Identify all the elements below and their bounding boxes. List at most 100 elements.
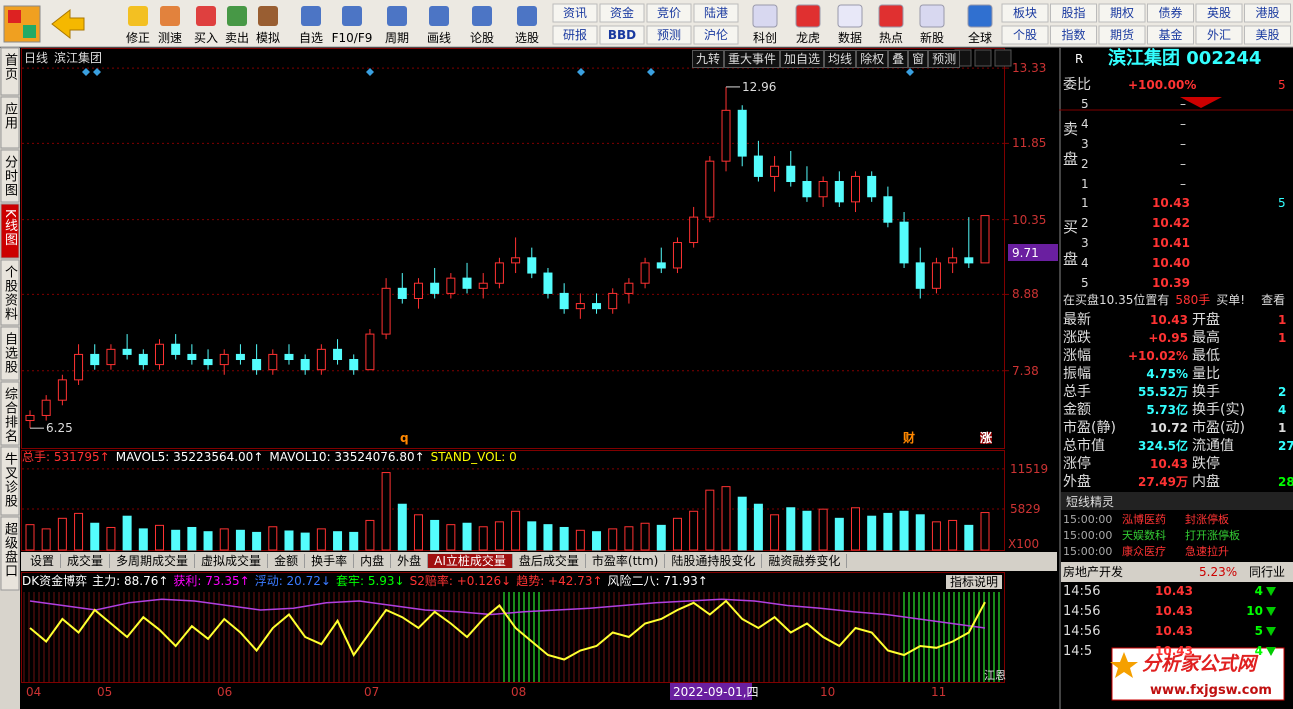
indicator-tab[interactable]: 金额 [268,554,306,568]
stat-label: 市盈(静) [1063,420,1116,436]
indicator-tab[interactable]: 成交量 [61,554,111,568]
toolbar-button[interactable]: 买入 [193,31,219,45]
toolbar-button[interactable]: 龙虎 [795,31,821,45]
notice-part: 580手 [1175,293,1211,307]
candle-body [365,333,375,371]
grid-button[interactable]: 陆港 [703,6,729,20]
grid-button[interactable]: 个股 [1012,28,1038,42]
grid-button[interactable]: 板块 [1012,6,1038,20]
sprite-stock[interactable]: 康众医疗 [1122,545,1166,558]
side-tab[interactable]: 超级盘口 [2,522,17,578]
toolbar-button[interactable]: 画线 [426,31,452,45]
toolbar-button[interactable]: 科创 [752,31,778,45]
indicator-tab[interactable]: 多周期成交量 [110,554,196,568]
volume-bar [90,522,100,551]
watermark-url: www.fxjgsw.com [1150,683,1272,698]
event-marker: 涨 [980,431,993,445]
chart-tool[interactable]: 重大事件 [724,50,781,68]
grid-button[interactable]: 指数 [1061,28,1086,42]
toolbar-button[interactable]: 卖出 [224,31,250,45]
grid-button[interactable]: 资讯 [562,6,588,20]
side-tab[interactable]: 分时图 [2,155,17,197]
grid-button[interactable]: 期货 [1109,28,1135,42]
sprite-stock[interactable]: 泓博医药 [1122,513,1166,526]
toolbar-button[interactable]: 全球 [967,31,993,45]
chart-tool[interactable]: 九转 [692,50,725,68]
volume-bar [41,528,51,551]
watermark-name: 分析家公式网 [1142,653,1257,675]
toolbar-button[interactable]: 数据 [837,31,863,45]
grid-button[interactable]: 债券 [1158,6,1183,20]
toolbar-button[interactable]: 周期 [384,31,410,45]
grid-button[interactable]: 英股 [1206,6,1232,20]
toolbar-button[interactable]: 修正 [125,31,151,45]
toolbar-button[interactable]: F10/F9 [331,31,373,45]
side-tab[interactable]: 牛叉诊股 [2,452,17,508]
toolbar-button[interactable]: 自选 [298,31,324,45]
toolbar-icon [258,6,278,26]
grid-button[interactable]: BBD [607,28,637,42]
indicator-tab[interactable]: 虚拟成交量 [195,554,269,568]
grid-button[interactable]: 港股 [1255,6,1280,20]
grid-button-bg [1098,25,1146,45]
indicator-tab[interactable]: 内盘 [354,554,392,568]
indicator-tab[interactable]: 设置 [24,554,62,568]
grid-button[interactable]: 研报 [562,28,588,42]
indicator-tab[interactable]: 融资融券变化 [762,554,848,568]
stat-value: 10.43 [1150,313,1188,327]
candle-body [867,175,877,198]
industry-link[interactable]: 同行业 [1249,565,1286,579]
toolbar-button[interactable]: 热点 [878,31,904,45]
chart-tool[interactable]: 窗 [908,50,929,68]
side-tab[interactable]: K线图 [2,209,17,247]
grid-button[interactable]: 资金 [609,6,635,20]
chart-tool[interactable]: 叠 [888,50,909,68]
grid-button[interactable]: 美股 [1255,28,1280,42]
sprite-stock[interactable]: 天娱数科 [1122,529,1166,542]
candle-body [25,414,35,422]
grid-button[interactable]: 期权 [1109,6,1135,20]
indicator-tab[interactable]: 陆股通持股变化 [665,554,763,568]
volume-legend-item: STAND_VOL: 0 [430,450,517,464]
toolbar-button[interactable]: 测速 [157,31,183,45]
grid-button[interactable]: 基金 [1158,28,1183,42]
side-tab[interactable]: 应用 [2,102,17,130]
chart-tool[interactable]: 除权 [856,50,889,68]
grid-button[interactable]: 股指 [1061,6,1086,20]
candle-body [656,262,666,269]
chart-tool[interactable]: 预测 [928,50,961,68]
indicator-tab[interactable]: 外盘 [391,554,429,568]
period-label: 日线 [24,51,49,65]
chart-tool[interactable]: 加自选 [780,50,825,68]
toolbar-button[interactable]: 选股 [514,31,540,45]
x-tick-label: 04 [26,685,42,699]
event-icon [366,68,374,76]
toolbar-button[interactable]: 论股 [469,31,495,45]
tick-volume: 10 [1246,604,1263,618]
toolbar-button[interactable]: 模拟 [255,31,281,45]
side-tab[interactable]: 综合排名 [2,387,17,443]
indicator-tab[interactable]: AI立桩成交量 [428,554,513,568]
chart-tool[interactable]: 均线 [824,50,857,68]
indicator-help[interactable]: 指标说明 [946,575,1003,589]
grid-button-bg [1147,3,1194,23]
side-tab[interactable]: 个股资料 [2,265,17,321]
toolbar-button[interactable]: 新股 [919,31,945,45]
sprite-time: 15:00:00 [1063,529,1113,542]
grid-button[interactable]: 沪伦 [703,28,729,42]
side-tab[interactable]: 首页 [2,53,17,81]
indicator-tab[interactable]: 市盈率(ttm) [586,554,666,568]
grid-button[interactable]: 预测 [656,28,682,42]
sell-price: – [1180,117,1186,131]
toolbar-icon [837,4,863,28]
window-icon [974,49,992,67]
grid-button[interactable]: 竞价 [656,6,682,20]
indicator-tab[interactable]: 换手率 [305,554,355,568]
indicator-legend-item: DK资金博弈 [22,574,88,588]
grid-button[interactable]: 外汇 [1206,28,1232,42]
indicator-tab[interactable]: 盘后成交量 [513,554,586,568]
notice-part[interactable]: 查看 [1261,293,1286,307]
side-tab[interactable]: 自选股 [2,332,17,374]
sell-level: 4 [1081,117,1089,131]
